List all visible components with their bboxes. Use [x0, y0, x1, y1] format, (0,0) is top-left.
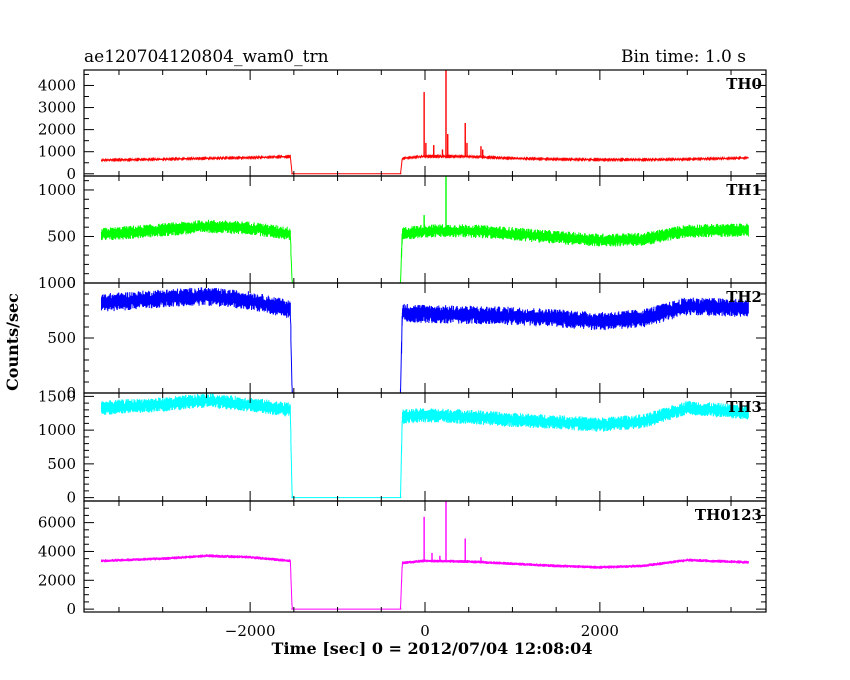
x-axis-label: Time [sec] 0 = 2012/07/04 12:08:04 — [272, 639, 593, 658]
panel-th2: 0 500 1000 TH2 — [38, 274, 767, 402]
y-tick-label: 4000 — [38, 542, 76, 560]
y-tick-label: 500 — [47, 329, 76, 347]
series-th1 — [100, 219, 749, 284]
y-tick-label: 0 — [66, 384, 76, 402]
y-tick-label: 1000 — [38, 181, 76, 199]
y-tick-label: 0 — [66, 165, 76, 183]
y-tick-label: 4000 — [38, 76, 76, 94]
y-tick-label: 0 — [66, 274, 76, 292]
panel-th0: 0 1000 2000 3000 4000 TH0 — [38, 69, 767, 183]
y-tick-label: 1500 — [38, 387, 76, 405]
panel-label: TH0 — [726, 75, 762, 93]
x-tick-label: −2000 — [225, 622, 276, 640]
panel-th3: 0 500 1000 1500 TH3 — [38, 387, 767, 507]
y-tick-label: 1000 — [38, 274, 76, 292]
panel-th1: 0 500 1000 TH1 — [38, 175, 767, 292]
x-tick-label: 2000 — [581, 622, 619, 640]
y-tick-label: 0 — [66, 489, 76, 507]
x-tick-label: 0 — [420, 622, 430, 640]
panel-label: TH1 — [726, 181, 762, 199]
y-tick-label: 500 — [47, 455, 76, 473]
panel-label: TH2 — [726, 288, 762, 306]
y-tick-label: 2000 — [38, 121, 76, 139]
series-th0123 — [100, 554, 749, 610]
series-th0 — [100, 153, 749, 175]
y-tick-label: 500 — [47, 227, 76, 245]
series-th2 — [100, 287, 749, 394]
y-tick-label: 3000 — [38, 99, 76, 117]
bin-time-label: Bin time: 1.0 s — [621, 47, 746, 67]
y-axis-label: Counts/sec — [3, 293, 22, 391]
chart-title: ae120704120804_wam0_trn — [84, 47, 329, 67]
y-tick-label: 6000 — [38, 514, 76, 532]
y-tick-label: 0 — [66, 600, 76, 618]
panel-label: TH3 — [726, 398, 762, 416]
panel-label: TH0123 — [695, 506, 762, 524]
y-tick-label: 2000 — [38, 571, 76, 589]
panel-th0123: 0 2000 4000 6000 TH0123 — [38, 500, 767, 618]
y-tick-label: 1000 — [38, 421, 76, 439]
y-tick-label: 1000 — [38, 143, 76, 161]
series-th3 — [100, 393, 749, 499]
